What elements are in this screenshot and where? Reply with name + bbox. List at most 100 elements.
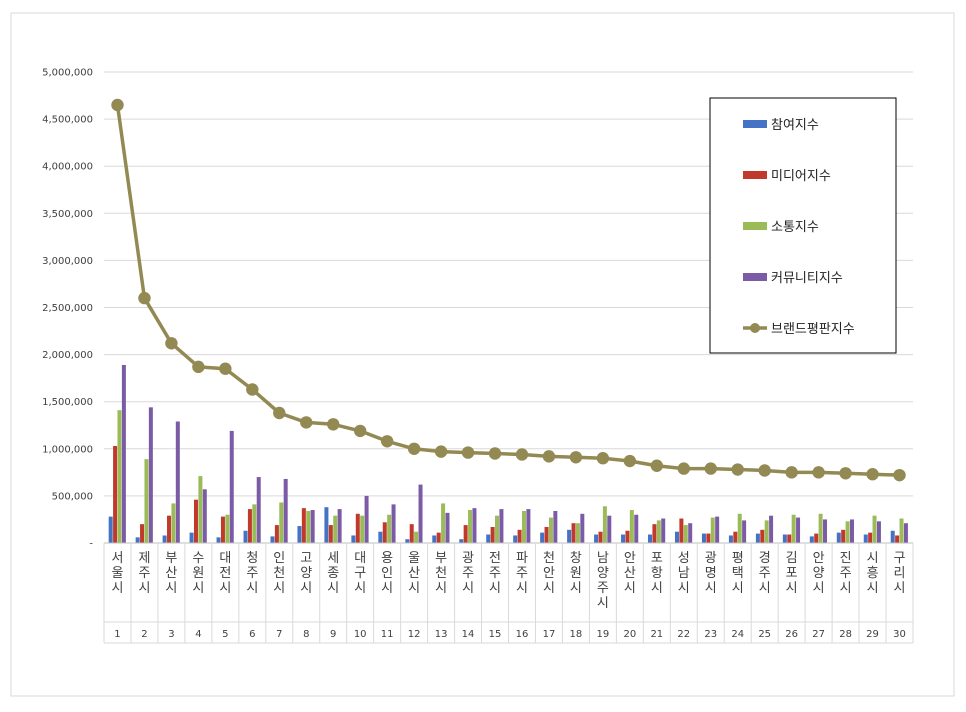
x-rank-label: 12 <box>408 629 421 640</box>
x-rank-label: 14 <box>462 629 475 640</box>
bar-1-16 <box>513 535 518 543</box>
legend-label-1: 참여지수 <box>771 118 819 133</box>
brand-index-point-8 <box>300 416 313 429</box>
bar-2-9 <box>328 525 333 543</box>
bar-2-15 <box>490 526 495 543</box>
x-rank-label: 5 <box>222 629 228 640</box>
bar-1-8 <box>297 526 302 543</box>
brand-index-point-20 <box>623 454 637 468</box>
x-rank-label: 1 <box>114 629 120 640</box>
bar-2-26 <box>787 534 792 543</box>
legend-label-5: 브랜드평판지수 <box>771 322 855 337</box>
bar-1-26 <box>782 534 787 543</box>
bar-3-1 <box>117 410 122 543</box>
bar-2-7 <box>274 525 279 543</box>
brand-index-point-13 <box>434 445 448 458</box>
brand-index-point-6 <box>246 383 259 396</box>
bar-1-1 <box>108 516 113 543</box>
bar-2-22 <box>679 518 684 543</box>
bar-4-21 <box>661 518 666 543</box>
y-tick-label: 4,000,000 <box>42 162 93 173</box>
bar-4-30 <box>903 523 908 543</box>
bar-2-3 <box>167 515 172 543</box>
bar-4-24 <box>742 520 747 543</box>
brand-index-point-25 <box>758 464 771 477</box>
bar-4-17 <box>553 510 558 543</box>
bar-3-26 <box>791 514 796 543</box>
x-rank-label: 19 <box>597 629 610 640</box>
brand-index-point-26 <box>785 466 798 479</box>
x-rank-label: 15 <box>489 629 502 640</box>
y-tick-label: 2,500,000 <box>42 303 93 314</box>
bar-1-20 <box>621 534 626 543</box>
bar-3-8 <box>306 510 311 543</box>
bar-2-20 <box>625 530 630 543</box>
bar-1-30 <box>890 530 895 543</box>
bar-3-24 <box>737 513 742 543</box>
brand-index-point-21 <box>650 459 664 472</box>
x-rank-label: 9 <box>330 629 336 640</box>
legend-marker <box>750 323 760 333</box>
brand-index-point-12 <box>407 442 421 455</box>
bar-4-22 <box>688 523 693 543</box>
bar-4-20 <box>634 514 639 543</box>
x-rank-label: 21 <box>650 629 663 640</box>
x-rank-label: 6 <box>249 629 255 640</box>
bar-1-13 <box>432 535 437 543</box>
bar-1-14 <box>459 539 464 543</box>
bar-2-6 <box>247 509 252 543</box>
bar-4-15 <box>499 509 504 543</box>
bar-2-1 <box>113 445 118 543</box>
bar-3-5 <box>225 514 230 543</box>
brand-index-point-10 <box>353 424 367 438</box>
bar-4-8 <box>310 510 315 543</box>
bar-4-14 <box>472 508 477 543</box>
bar-4-6 <box>256 477 261 543</box>
brand-index-point-27 <box>812 466 825 479</box>
bar-2-21 <box>652 524 657 543</box>
bar-3-22 <box>683 525 688 543</box>
brand-index-point-3 <box>165 337 178 350</box>
bar-2-13 <box>436 532 441 543</box>
bar-1-11 <box>378 531 383 543</box>
brand-index-point-1 <box>111 98 124 112</box>
brand-index-point-11 <box>380 435 394 448</box>
brand-index-point-18 <box>569 451 583 464</box>
legend-swatch-4 <box>743 273 767 281</box>
bar-3-25 <box>764 520 769 543</box>
brand-index-point-14 <box>461 446 475 459</box>
bar-3-7 <box>279 502 284 543</box>
bar-3-14 <box>468 510 473 543</box>
x-rank-label: 23 <box>704 629 717 640</box>
bar-2-27 <box>814 533 819 543</box>
x-rank-label: 26 <box>785 629 798 640</box>
x-rank-label: 28 <box>839 629 852 640</box>
bar-4-3 <box>175 421 180 543</box>
bar-1-22 <box>674 531 679 543</box>
y-tick-label: - <box>89 539 93 550</box>
x-rank-label: 20 <box>623 629 636 640</box>
bar-4-7 <box>283 478 288 543</box>
bar-4-12 <box>418 484 423 543</box>
bar-1-23 <box>701 533 706 543</box>
bar-2-18 <box>571 523 576 543</box>
bar-3-18 <box>575 523 580 543</box>
bar-1-4 <box>189 532 194 543</box>
brand-index-point-9 <box>327 418 340 431</box>
bar-4-1 <box>121 364 126 543</box>
bar-2-24 <box>733 531 738 543</box>
bar-2-29 <box>868 532 873 543</box>
